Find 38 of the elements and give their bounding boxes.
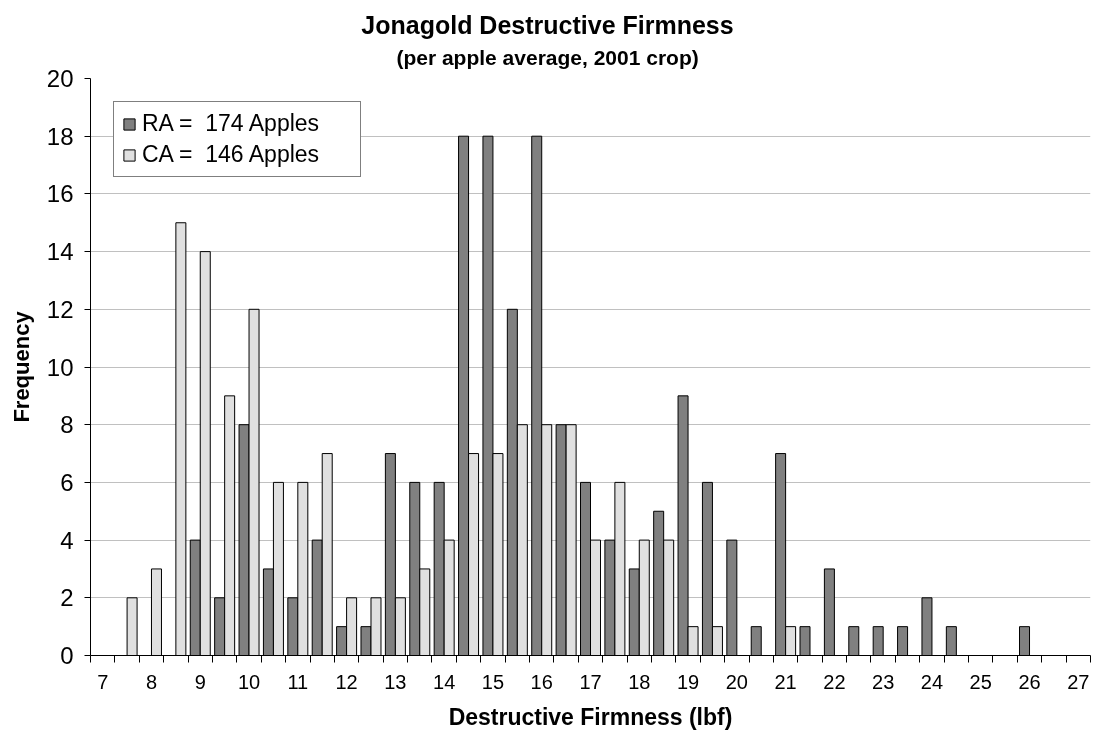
x-tick-label: 12	[335, 670, 358, 693]
x-tick-label: 27	[1067, 670, 1090, 693]
x-tick-label: 26	[1018, 670, 1041, 693]
x-tick-label: 8	[145, 670, 158, 693]
x-tick-label: 11	[287, 670, 309, 693]
legend-label: CA = 146 Apples	[142, 141, 321, 168]
x-tick-label: 17	[579, 670, 602, 693]
x-tick-label: 15	[481, 670, 505, 693]
x-tick-label: 24	[920, 670, 944, 693]
x-tick-label: 16	[530, 670, 553, 693]
y-tick-label: 20	[46, 65, 74, 92]
x-tick-label: 7	[97, 670, 109, 693]
y-axis-title: Frequency	[8, 310, 34, 423]
y-tick-label: 14	[46, 238, 74, 266]
x-tick-label: 21	[774, 670, 797, 693]
x-axis-title: Destructive Firmness (lbf)	[448, 703, 733, 730]
y-tick-label: 0	[60, 642, 74, 669]
y-tick-label: 10	[46, 353, 74, 381]
chart-subtitle: (per apple average, 2001 crop)	[396, 46, 699, 69]
x-tick-label: 10	[237, 670, 261, 693]
x-tick-label: 22	[823, 670, 846, 693]
chart-title: Jonagold Destructive Firmness	[361, 10, 734, 39]
x-tick-label: 9	[194, 670, 206, 693]
x-tick-label: 18	[628, 670, 651, 693]
x-tick-label: 23	[872, 670, 895, 693]
y-tick-label: 8	[60, 411, 74, 439]
x-tick-label: 20	[725, 670, 748, 693]
y-tick-label: 16	[46, 180, 74, 208]
legend-label: RA = 174 Apples	[142, 110, 321, 137]
y-tick-label: 6	[60, 468, 74, 496]
x-tick-label: 13	[384, 670, 407, 693]
y-tick-label: 2	[60, 584, 74, 612]
y-tick-label: 12	[46, 295, 74, 323]
x-tick-label: 19	[676, 670, 700, 693]
x-tick-label: 25	[969, 670, 992, 693]
x-tick-label: 14	[433, 670, 456, 693]
y-tick-label: 4	[60, 526, 74, 554]
y-tick-label: 18	[46, 122, 74, 150]
